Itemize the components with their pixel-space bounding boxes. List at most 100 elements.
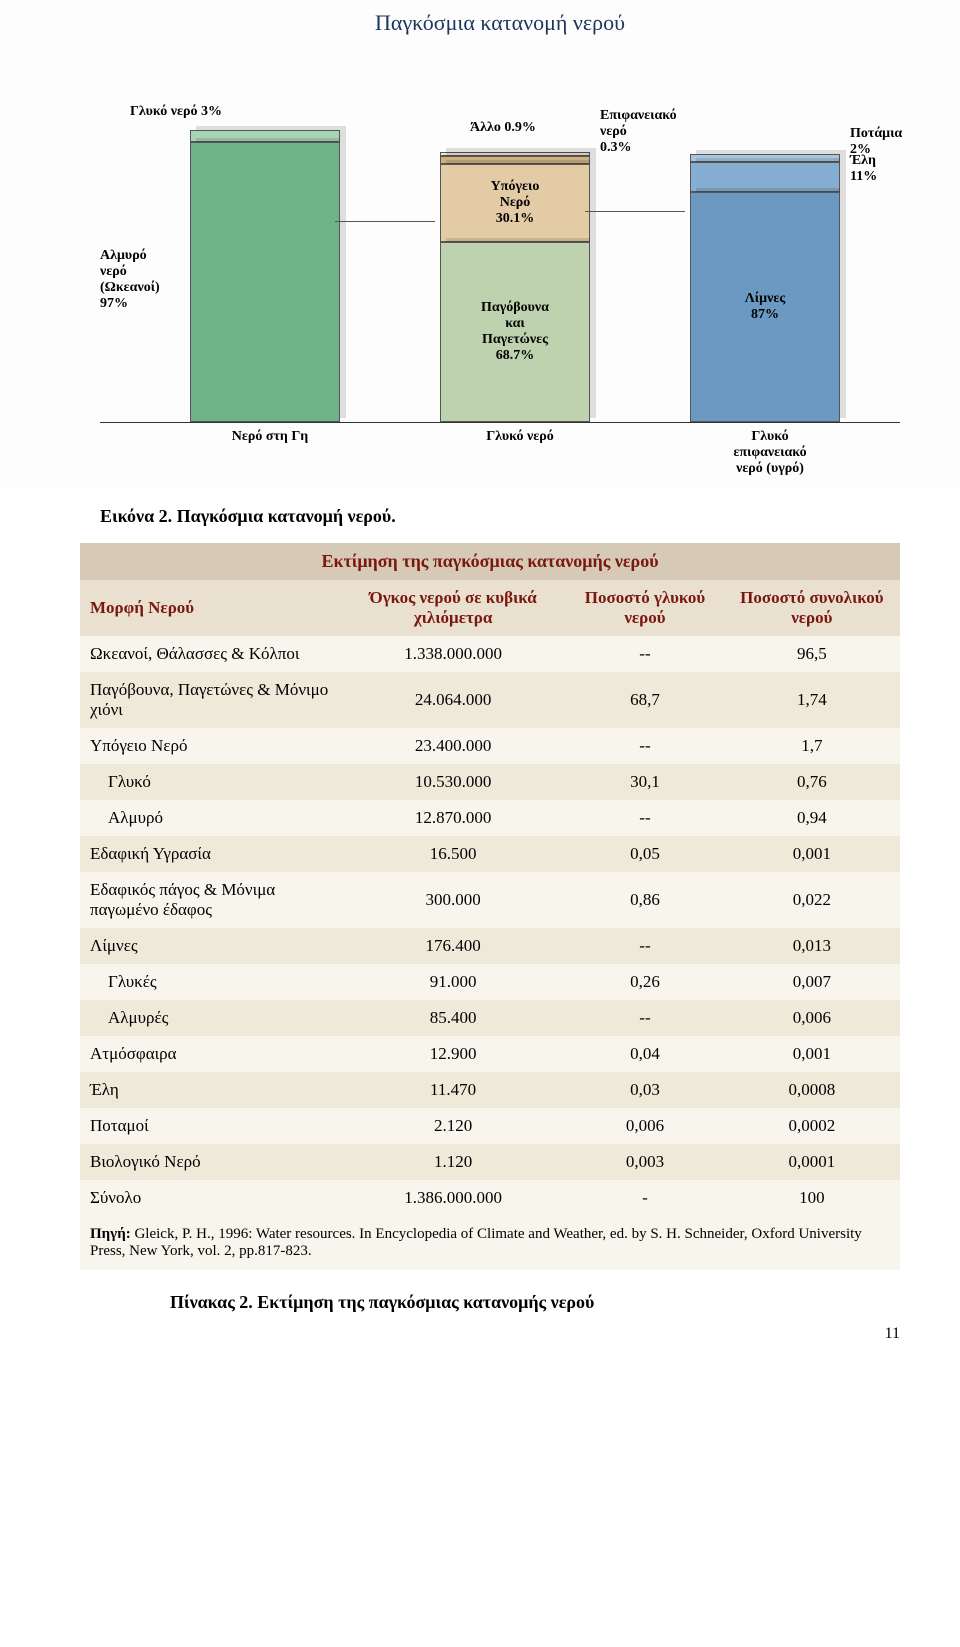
bar-segment bbox=[440, 156, 590, 164]
source-label: Πηγή: bbox=[90, 1226, 131, 1242]
row-value: 100 bbox=[724, 1180, 900, 1216]
row-label: Έλη bbox=[80, 1072, 340, 1108]
bar-segment-label: Ποτάμια 2% bbox=[850, 126, 902, 158]
row-value: 0,006 bbox=[566, 1108, 723, 1144]
connector-line bbox=[335, 221, 435, 222]
row-value: 0,03 bbox=[566, 1072, 723, 1108]
table-caption-text: Πίνακας 2. Εκτίμηση της παγκόσμιας καταν… bbox=[170, 1292, 594, 1312]
row-value: 0,94 bbox=[724, 800, 900, 836]
table-row: Έλη11.4700,030,0008 bbox=[80, 1072, 900, 1108]
page: Παγκόσμια κατανομή νερού Αλμυρό νερό (Ωκ… bbox=[0, 0, 960, 1363]
row-value: 0,0001 bbox=[724, 1144, 900, 1180]
row-value: 1.386.000.000 bbox=[340, 1180, 566, 1216]
row-value: 1.338.000.000 bbox=[340, 636, 566, 672]
chart-region: Παγκόσμια κατανομή νερού Αλμυρό νερό (Ωκ… bbox=[0, 0, 960, 488]
axis-label: Γλυκό επιφανειακό νερό (υγρό) bbox=[680, 429, 860, 477]
row-value: 0,86 bbox=[566, 872, 723, 928]
row-label: Γλυκό bbox=[80, 764, 340, 800]
bar-segment-label: Άλλο 0.9% bbox=[470, 120, 536, 136]
bar-segment-label: Αλμυρό νερό (Ωκεανοί) 97% bbox=[100, 248, 160, 312]
row-value: 1,74 bbox=[724, 672, 900, 728]
table-row: Υπόγειο Νερό23.400.000--1,7 bbox=[80, 728, 900, 764]
row-label: Ποταμοί bbox=[80, 1108, 340, 1144]
row-label: Παγόβουνα, Παγετώνες & Μόνιμο χιόνι bbox=[80, 672, 340, 728]
row-value: -- bbox=[566, 728, 723, 764]
row-value: 91.000 bbox=[340, 964, 566, 1000]
row-value: 85.400 bbox=[340, 1000, 566, 1036]
row-value: 12.900 bbox=[340, 1036, 566, 1072]
row-value: 0,26 bbox=[566, 964, 723, 1000]
bar-segment bbox=[690, 154, 840, 162]
row-value: 0,001 bbox=[724, 1036, 900, 1072]
table-row: Ωκεανοί, Θάλασσες & Κόλποι1.338.000.000-… bbox=[80, 636, 900, 672]
bar-segment bbox=[690, 162, 840, 192]
bar-segment: Παγόβουνα και Παγετώνες 68.7% bbox=[440, 242, 590, 422]
row-value: 12.870.000 bbox=[340, 800, 566, 836]
column-header: Μορφή Νερού bbox=[80, 580, 340, 636]
bar-group: Λίμνες 87% bbox=[690, 154, 840, 422]
water-distribution-table: Εκτίμηση της παγκόσμιας κατανομής νερούΜ… bbox=[80, 543, 900, 1270]
row-value: 16.500 bbox=[340, 836, 566, 872]
bar-segment: Υπόγειο Νερό 30.1% bbox=[440, 164, 590, 242]
table-row: Εδαφική Υγρασία16.5000,050,001 bbox=[80, 836, 900, 872]
table-source: Πηγή: Gleick, P. H., 1996: Water resourc… bbox=[80, 1216, 900, 1270]
row-value: 30,1 bbox=[566, 764, 723, 800]
row-label: Γλυκές bbox=[80, 964, 340, 1000]
row-label: Αλμυρές bbox=[80, 1000, 340, 1036]
row-value: -- bbox=[566, 636, 723, 672]
table-row: Γλυκές91.0000,260,007 bbox=[80, 964, 900, 1000]
row-value: 1,7 bbox=[724, 728, 900, 764]
row-value: 0,006 bbox=[724, 1000, 900, 1036]
column-header: Ποσοστό γλυκού νερού bbox=[566, 580, 723, 636]
row-value: 0,007 bbox=[724, 964, 900, 1000]
row-value: 10.530.000 bbox=[340, 764, 566, 800]
row-label: Λίμνες bbox=[80, 928, 340, 964]
bar-segment-label: Γλυκό νερό 3% bbox=[130, 104, 222, 120]
table-row: Λίμνες176.400--0,013 bbox=[80, 928, 900, 964]
bar-segment-label: Επιφανειακό νερό 0.3% bbox=[600, 108, 677, 156]
source-text: Gleick, P. H., 1996: Water resources. In… bbox=[90, 1226, 862, 1259]
table-title: Εκτίμηση της παγκόσμιας κατανομής νερού bbox=[80, 543, 900, 580]
bar-segment bbox=[190, 130, 340, 142]
connector-line bbox=[585, 211, 685, 212]
row-value: 0,001 bbox=[724, 836, 900, 872]
chart-plot: Αλμυρό νερό (Ωκεανοί) 97% Γλυκό νερό 3% Άλ… bbox=[100, 42, 900, 423]
row-label: Ατμόσφαιρα bbox=[80, 1036, 340, 1072]
row-value: -- bbox=[566, 1000, 723, 1036]
row-label: Εδαφικός πάγος & Μόνιμα παγωμένο έδαφος bbox=[80, 872, 340, 928]
row-value: 1.120 bbox=[340, 1144, 566, 1180]
figure-caption: Εικόνα 2. Παγκόσμια κατανομή νερού. bbox=[100, 506, 960, 527]
axis-label: Γλυκό νερό bbox=[430, 429, 610, 445]
table-row: Σύνολο1.386.000.000-100 bbox=[80, 1180, 900, 1216]
row-value: 0,003 bbox=[566, 1144, 723, 1180]
axis-label: Νερό στη Γη bbox=[180, 429, 360, 445]
table-row: Ατμόσφαιρα12.9000,040,001 bbox=[80, 1036, 900, 1072]
row-value: 0,013 bbox=[724, 928, 900, 964]
bar-segment: Λίμνες 87% bbox=[690, 192, 840, 422]
row-value: 68,7 bbox=[566, 672, 723, 728]
table-row: Ποταμοί2.1200,0060,0002 bbox=[80, 1108, 900, 1144]
chart-title: Παγκόσμια κατανομή νερού bbox=[100, 10, 900, 36]
row-label: Σύνολο bbox=[80, 1180, 340, 1216]
table-row: Εδαφικός πάγος & Μόνιμα παγωμένο έδαφος3… bbox=[80, 872, 900, 928]
table-row: Γλυκό10.530.00030,10,76 bbox=[80, 764, 900, 800]
row-value: 96,5 bbox=[724, 636, 900, 672]
table-row: Βιολογικό Νερό1.1200,0030,0001 bbox=[80, 1144, 900, 1180]
row-value: - bbox=[566, 1180, 723, 1216]
row-value: 2.120 bbox=[340, 1108, 566, 1144]
row-label: Υπόγειο Νερό bbox=[80, 728, 340, 764]
bar-group bbox=[190, 130, 340, 422]
row-value: 0,04 bbox=[566, 1036, 723, 1072]
table-row: Αλμυρές85.400--0,006 bbox=[80, 1000, 900, 1036]
table-row: Αλμυρό12.870.000--0,94 bbox=[80, 800, 900, 836]
table-caption: Πίνακας 2. Εκτίμηση της παγκόσμιας καταν… bbox=[170, 1292, 960, 1313]
bar-group: Υπόγειο Νερό 30.1%Παγόβουνα και Παγετώνε… bbox=[440, 152, 590, 422]
column-header: Ποσοστό συνολικού νερού bbox=[724, 580, 900, 636]
column-header: Όγκος νερού σε κυβικά χιλιόμετρα bbox=[340, 580, 566, 636]
figure-caption-text: Εικόνα 2. Παγκόσμια κατανομή νερού. bbox=[100, 506, 396, 526]
row-value: 0,0008 bbox=[724, 1072, 900, 1108]
row-value: 0,022 bbox=[724, 872, 900, 928]
row-value: 0,0002 bbox=[724, 1108, 900, 1144]
row-label: Εδαφική Υγρασία bbox=[80, 836, 340, 872]
row-value: 24.064.000 bbox=[340, 672, 566, 728]
